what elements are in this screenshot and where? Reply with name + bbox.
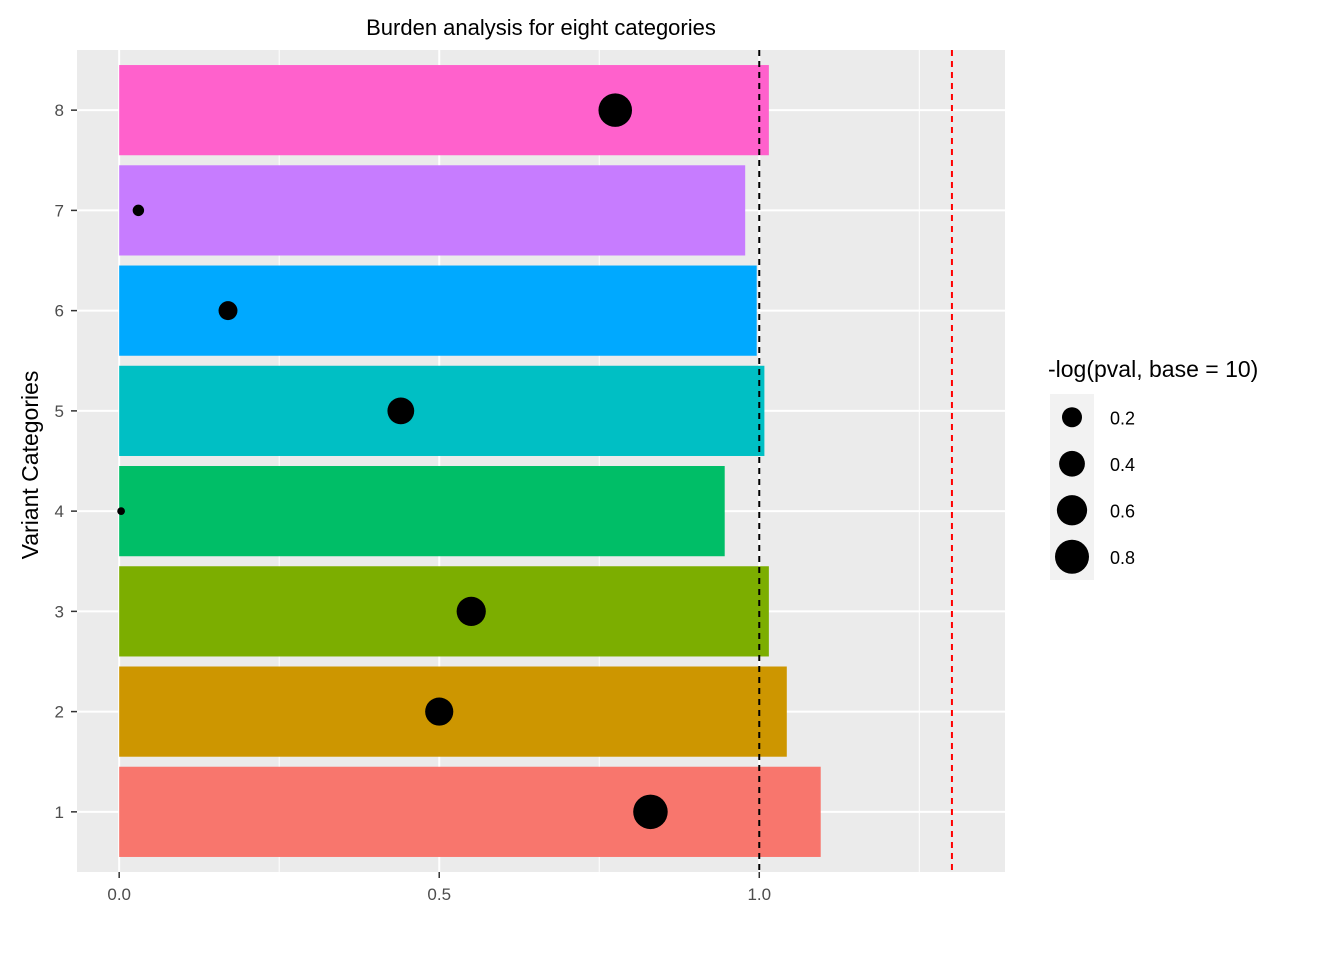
legend-key-point [1055, 539, 1089, 574]
legend-label: 0.2 [1110, 408, 1135, 428]
legend-key-point [1059, 450, 1085, 477]
legend-key-point [1056, 495, 1088, 526]
bar-category-1 [119, 766, 821, 857]
y-axis-title: Variant Categories [17, 371, 43, 560]
point-category-8 [598, 93, 633, 127]
points [117, 93, 668, 830]
point-category-1 [633, 794, 668, 830]
chart-title: Burden analysis for eight categories [366, 15, 716, 40]
y-tick-label: 5 [55, 402, 64, 421]
bars [119, 65, 821, 857]
legend-label: 0.8 [1110, 548, 1135, 568]
bar-category-8 [119, 65, 769, 156]
point-category-5 [387, 397, 415, 425]
y-tick-label: 1 [55, 803, 64, 822]
legend-key-point [1062, 407, 1082, 428]
legend-label: 0.6 [1110, 501, 1135, 521]
y-tick-label: 8 [55, 101, 64, 120]
y-tick-label: 4 [55, 502, 64, 521]
point-category-4 [117, 507, 125, 515]
point-category-3 [456, 596, 486, 626]
legend-label: 0.4 [1110, 455, 1135, 475]
y-axis: 1 2 3 4 5 6 7 8 [55, 101, 77, 822]
point-category-7 [132, 204, 145, 217]
legend-title: -log(pval, base = 10) [1048, 356, 1258, 382]
x-tick-label: 0.5 [427, 885, 451, 904]
x-tick-label: 0.0 [107, 885, 131, 904]
bar-category-4 [119, 466, 725, 557]
bar-category-3 [119, 566, 769, 657]
size-legend: -log(pval, base = 10) 0.2 0.4 0.6 0.8 [1048, 356, 1258, 580]
y-tick-label: 6 [55, 302, 64, 321]
y-tick-label: 2 [55, 703, 64, 722]
x-tick-label: 1.0 [747, 885, 771, 904]
bar-category-5 [119, 365, 765, 456]
y-tick-label: 7 [55, 201, 64, 220]
bar-category-7 [119, 165, 746, 256]
point-category-6 [218, 301, 238, 321]
reference-lines [758, 50, 953, 872]
y-tick-label: 3 [55, 602, 64, 621]
x-axis: 0.0 0.5 1.0 [107, 872, 771, 904]
point-category-2 [425, 697, 454, 726]
bar-category-6 [119, 265, 757, 356]
